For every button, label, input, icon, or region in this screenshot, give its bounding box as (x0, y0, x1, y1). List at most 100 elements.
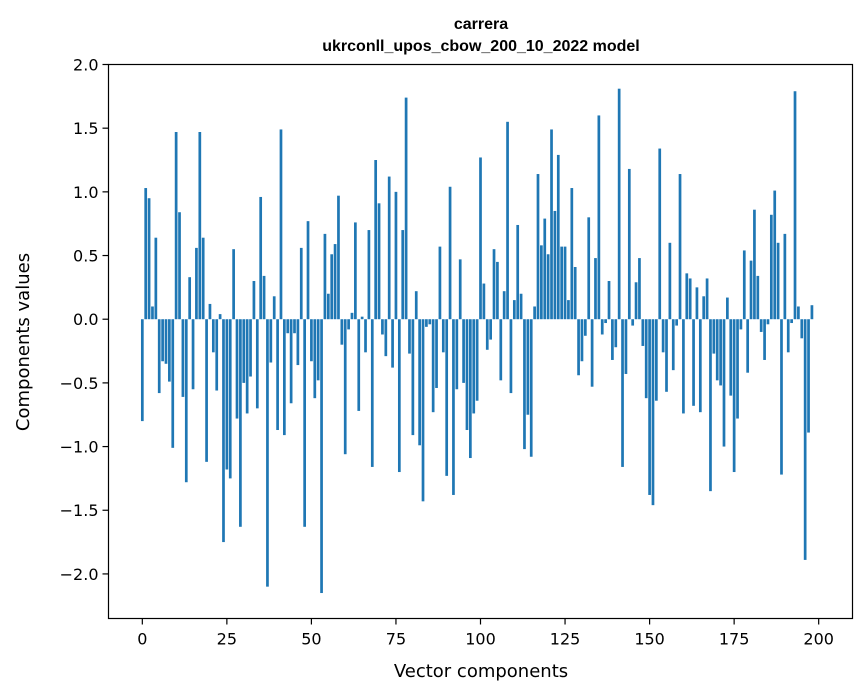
bar-92 (452, 319, 455, 495)
bar-188 (776, 242, 780, 320)
bar-70 (377, 203, 381, 320)
bar-161 (685, 273, 689, 320)
bar-32 (249, 319, 252, 377)
bar-79 (408, 319, 411, 354)
x-axis-ticks: 0 25 50 75 100 125 150 175 200 (137, 618, 834, 649)
bar-132 (587, 217, 591, 320)
bar-150 (648, 319, 651, 495)
bar-65 (360, 316, 364, 320)
bar-75 (394, 191, 398, 320)
bar-23 (218, 314, 222, 320)
bar-9 (171, 319, 175, 448)
bar-56 (330, 254, 334, 320)
y-tick-label: 1.0 (73, 183, 98, 202)
bar-8 (168, 319, 171, 382)
bar-48 (303, 319, 306, 527)
chart-title-line-2: ukrconll_upos_cbow_200_10_2022 model (322, 38, 639, 55)
bar-39 (272, 296, 276, 320)
y-tick-label: −0.5 (60, 374, 99, 393)
bar-100 (479, 157, 482, 320)
bar-153 (658, 148, 662, 320)
bar-101 (482, 283, 486, 320)
bar-137 (604, 319, 607, 324)
bar-176 (736, 319, 739, 419)
bar-66 (364, 319, 367, 353)
bar-89 (441, 319, 445, 353)
bar-180 (749, 260, 753, 320)
bar-98 (472, 319, 476, 414)
bar-189 (780, 319, 783, 475)
bar-198 (810, 305, 814, 320)
bar-34 (255, 319, 259, 409)
bar-31 (245, 319, 249, 414)
bar-59 (340, 319, 344, 345)
bar-151 (651, 319, 655, 506)
bar-111 (516, 224, 520, 320)
bar-146 (634, 282, 638, 320)
bar-166 (702, 296, 706, 320)
bar-170 (715, 319, 719, 381)
bar-72 (384, 319, 388, 357)
x-tick-label: 75 (386, 630, 406, 649)
bar-154 (661, 319, 665, 353)
bar-74 (391, 319, 394, 368)
bar-93 (455, 319, 459, 390)
bar-45 (293, 319, 296, 334)
bar-5 (157, 319, 161, 394)
x-tick-label: 0 (137, 630, 147, 649)
bar-140 (614, 319, 618, 348)
bar-80 (411, 319, 415, 436)
x-axis-label: Vector components (394, 661, 568, 682)
bar-174 (729, 319, 733, 396)
bar-143 (624, 319, 628, 374)
bar-25 (225, 319, 229, 470)
bar-50 (310, 319, 313, 362)
bar-185 (766, 319, 770, 325)
bar-149 (644, 319, 648, 399)
bar-127 (570, 188, 574, 320)
bar-186 (769, 214, 773, 320)
bar-106 (499, 319, 503, 381)
bar-10 (174, 132, 178, 320)
bar-19 (205, 319, 208, 462)
bar-78 (404, 97, 408, 320)
bar-171 (719, 319, 722, 386)
bar-84 (425, 319, 428, 327)
bar-118 (540, 245, 543, 320)
bar-2 (147, 198, 151, 320)
x-tick-label: 50 (301, 630, 321, 649)
bar-136 (600, 319, 604, 335)
bar-51 (313, 319, 317, 399)
bar-179 (746, 319, 750, 373)
bar-61 (347, 319, 350, 330)
bar-43 (286, 319, 290, 334)
bar-82 (418, 319, 421, 446)
y-tick-label: 2.0 (73, 56, 98, 75)
bar-64 (357, 319, 361, 411)
bar-167 (705, 278, 709, 320)
bar-160 (682, 319, 685, 414)
bar-126 (567, 300, 570, 320)
bar-38 (269, 319, 273, 363)
bar-125 (563, 246, 567, 320)
bar-131 (583, 319, 587, 336)
bar-71 (381, 319, 384, 335)
bar-83 (421, 319, 425, 502)
bar-69 (374, 160, 378, 320)
bar-133 (590, 319, 594, 387)
bar-68 (370, 319, 374, 467)
bar-113 (523, 319, 526, 450)
y-tick-label: −1.0 (60, 438, 99, 457)
bar-121 (550, 129, 553, 320)
bar-63 (354, 222, 357, 320)
bar-119 (543, 218, 547, 320)
x-tick-label: 200 (803, 630, 834, 649)
bar-107 (502, 291, 506, 320)
bar-30 (242, 319, 246, 383)
bar-86 (431, 319, 435, 413)
bar-20 (208, 303, 212, 320)
bar-117 (536, 174, 540, 320)
x-tick-label: 25 (217, 630, 237, 649)
bar-120 (546, 254, 550, 320)
bar-102 (485, 319, 489, 350)
